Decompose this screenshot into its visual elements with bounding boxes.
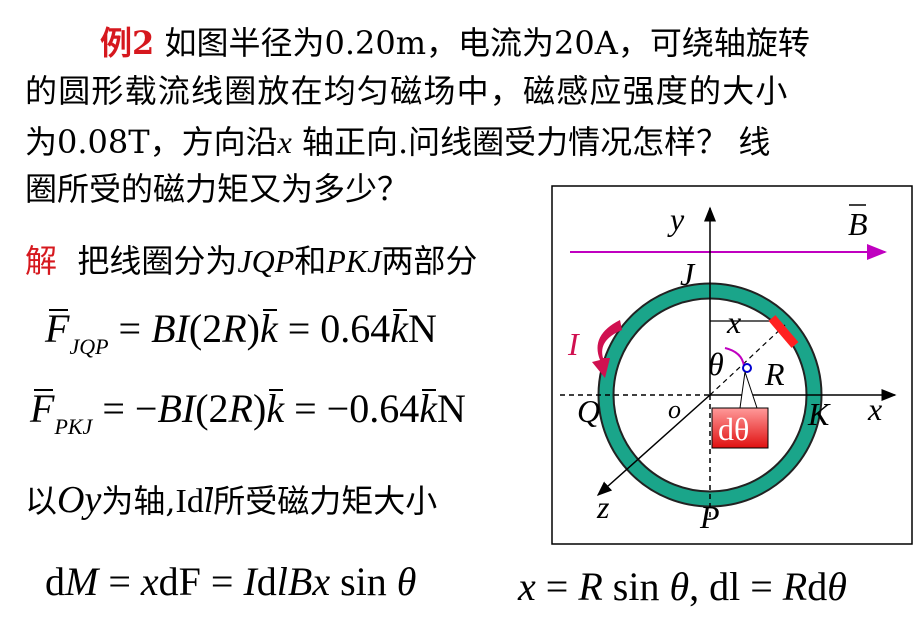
sym: l — [276, 559, 288, 604]
text: 两部分 — [381, 242, 478, 280]
sym: (2 — [188, 306, 223, 351]
sym: k — [266, 386, 285, 431]
problem-line: 圈所受的磁力矩又为多少？ — [25, 164, 409, 210]
sym: N — [408, 306, 437, 351]
text: 如图半径为0.20m，电流为20A，可绕轴旋转 — [164, 24, 810, 62]
callout-box — [711, 407, 769, 449]
sym: R — [782, 564, 808, 609]
text: x — [277, 124, 292, 160]
equation: FJQP = BI(2R)k = 0.64kN — [45, 305, 437, 360]
diagram-frame — [551, 185, 913, 545]
sym: N — [436, 386, 466, 431]
problem-line: 例2 如图半径为0.20m，电流为20A，可绕轴旋转 — [100, 18, 810, 64]
problem-line: 为0.08T，方向沿x 轴正向.问线圈受力情况怎样？ 线 — [25, 117, 770, 163]
sym: = −0.64 — [284, 386, 420, 431]
text: l — [203, 483, 214, 520]
sym: R — [578, 564, 603, 609]
sym: I — [243, 559, 257, 604]
text: 和 — [294, 242, 327, 280]
current-element — [768, 315, 799, 348]
text: PKJ — [326, 243, 382, 279]
sym: , dl = — [689, 564, 783, 609]
sym: R — [222, 306, 247, 351]
sym: Bx — [287, 559, 331, 604]
sym: ) — [246, 306, 260, 351]
radius — [709, 324, 786, 396]
sym: = 0.64 — [277, 306, 391, 351]
sym: = — [108, 306, 152, 351]
label: K — [807, 396, 831, 432]
example-label: 例2 — [100, 24, 155, 62]
sym: d — [256, 559, 277, 604]
sym: k — [419, 386, 437, 431]
text: 轴正向.问线圈受力情况怎样？ 线 — [291, 123, 771, 161]
sym: dF = — [158, 559, 244, 604]
sym: θ — [827, 564, 847, 609]
sym: R — [228, 386, 253, 431]
sym: θ — [396, 559, 417, 604]
text: 为0.08T，方向沿 — [25, 123, 278, 161]
text: 把线圈分为 — [77, 242, 238, 280]
sym: x — [518, 564, 536, 609]
label: z — [596, 489, 610, 525]
equation: FPKJ = −BI(2R)k = −0.64kN — [30, 385, 466, 440]
text: 以 — [25, 482, 58, 520]
text: Id — [175, 483, 204, 520]
solution-line: 解 把线圈分为JQP和PKJ两部分 — [25, 236, 477, 282]
sym: = − — [92, 386, 158, 431]
text: 的圆形载流线圈放在均匀磁场中，磁感应强度的大小 — [25, 72, 789, 110]
text: Oy — [57, 479, 102, 521]
z-axis — [596, 394, 711, 496]
sym: k — [390, 306, 409, 351]
label: dθ — [718, 411, 749, 447]
label: B — [848, 206, 868, 242]
current-arrow — [592, 320, 622, 378]
sym: = — [535, 564, 579, 609]
sym: ) — [252, 386, 267, 431]
sym: F — [30, 386, 55, 431]
label: θ — [708, 346, 724, 382]
problem-line: 的圆形载流线圈放在均匀磁场中，磁感应强度的大小 — [25, 66, 789, 112]
equation: x = R sin θ, dl = Rdθ — [518, 563, 847, 610]
sym: θ — [669, 564, 690, 609]
equation: dM = xdF = IdlBx sin θ — [45, 558, 416, 605]
label: P — [699, 499, 720, 535]
label: R — [764, 356, 785, 392]
element-dot — [742, 363, 752, 373]
label: I — [567, 326, 580, 362]
sym: F — [45, 306, 70, 351]
text-line: 以Oy为轴,Idl所受磁力矩大小 — [25, 476, 437, 522]
callout-pointer — [739, 371, 758, 409]
label: Q — [577, 393, 600, 429]
sym: d — [45, 559, 65, 604]
text: 为轴, — [101, 482, 176, 520]
theta-arc — [724, 347, 745, 367]
sub: PKJ — [54, 414, 93, 439]
solution-label: 解 — [25, 242, 58, 280]
sym: = — [98, 559, 141, 604]
label: x — [726, 304, 741, 340]
sym: M — [65, 559, 99, 604]
text: JQP — [237, 243, 295, 279]
label: o — [668, 395, 681, 424]
sym: sin — [602, 564, 670, 609]
sym: d — [807, 564, 828, 609]
sym: BI — [157, 386, 196, 431]
sub: JQP — [69, 334, 109, 359]
label: J — [680, 256, 696, 292]
sym: BI — [151, 306, 189, 351]
sym: (2 — [195, 386, 229, 431]
label: x — [867, 391, 882, 427]
sym: sin — [330, 559, 397, 604]
sym: k — [259, 306, 278, 351]
text: 所受磁力矩大小 — [213, 482, 438, 520]
label: y — [667, 201, 685, 237]
text: 圈所受的磁力矩又为多少？ — [25, 170, 410, 208]
sym: x — [140, 559, 159, 604]
